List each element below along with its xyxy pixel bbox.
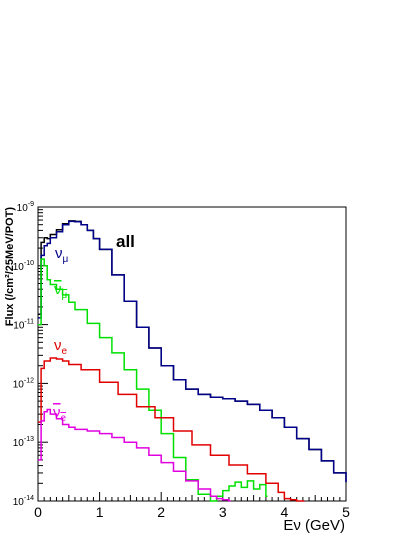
y-tick-label: 10-12	[13, 377, 34, 390]
series-label-0: all	[116, 232, 135, 251]
x-tick-label: 1	[96, 504, 104, 520]
series-group	[38, 220, 347, 502]
x-tick-label: 0	[34, 504, 42, 520]
series-label-2: νμ	[54, 281, 68, 301]
x-tick-label: 5	[342, 504, 350, 520]
axes-group: 0 1 2 3 4 5 10-14 10-13 10-12 10-11 10-10 10-9	[13, 201, 350, 520]
y-tick-label: 10-10	[13, 260, 34, 273]
series-line-4	[38, 408, 231, 502]
series-labels-group: all νμ νμ νe νe	[53, 232, 135, 424]
x-tick-label: 2	[157, 504, 165, 520]
series-line-1	[38, 220, 347, 483]
y-tick-label: 10-9	[17, 201, 34, 214]
y-tick-label: 10-13	[13, 436, 34, 449]
x-tick-label: 3	[219, 504, 227, 520]
series-label-3: νe	[54, 337, 68, 357]
x-tick-label: 4	[281, 504, 289, 520]
series-line-3	[38, 357, 305, 502]
y-tick-label: 10-11	[13, 319, 34, 332]
series-label-4: νe	[53, 404, 67, 424]
y-tick-label: 10-14	[13, 495, 34, 508]
y-axis-label: Flux (/cm²/25MeV/POT)	[4, 207, 16, 327]
plot-frame	[37, 206, 347, 502]
series-label-1: νμ	[55, 245, 69, 265]
x-axis-label: Eν (GeV)	[283, 517, 345, 534]
